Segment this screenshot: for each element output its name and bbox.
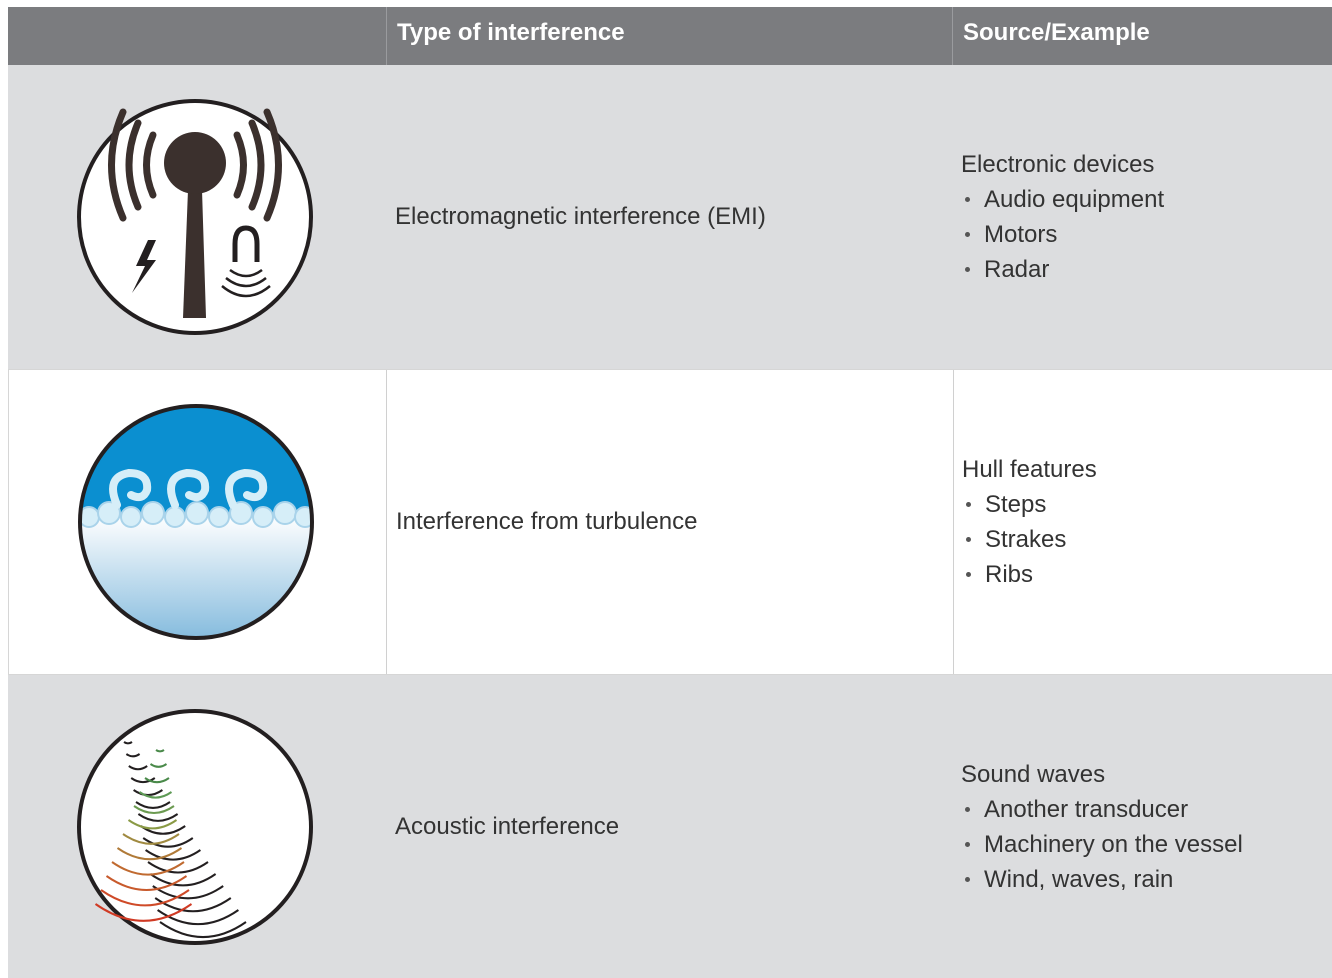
wave-arc — [111, 861, 185, 876]
wave-arc — [94, 903, 193, 922]
example-item: Strakes — [962, 522, 1097, 557]
example-item: Motors — [961, 217, 1164, 252]
example-text: Machinery on the vessel — [984, 830, 1243, 858]
example-text: Ribs — [985, 561, 1034, 588]
table-row: Acoustic interference Sound waves Anothe… — [8, 675, 1332, 978]
wave-arc — [157, 909, 239, 926]
wave-arc — [147, 861, 209, 874]
bullet — [966, 572, 971, 577]
turbulence-icon — [78, 404, 314, 640]
source-label: Sound waves — [961, 760, 1106, 788]
acoustic-icon — [77, 709, 313, 945]
source-label: Electronic devices — [961, 151, 1155, 178]
wave-arc — [100, 889, 190, 907]
type-cell: Acoustic interference — [395, 812, 620, 840]
wave-arc — [127, 819, 178, 830]
bullet — [965, 232, 970, 237]
bullet — [965, 806, 970, 812]
wave-arc — [149, 873, 217, 887]
example-item: Audio equipment — [961, 182, 1164, 217]
wave-arc — [133, 789, 163, 797]
wave-arc — [130, 777, 156, 784]
wave-arc — [133, 805, 175, 814]
wave-arc — [116, 847, 183, 861]
example-text: Motors — [984, 221, 1058, 248]
wave-arc — [125, 753, 141, 758]
example-text: Steps — [985, 491, 1047, 518]
table-row: Electromagnetic interference (EMI) Elect… — [8, 65, 1332, 370]
wave-arc — [145, 849, 201, 861]
table-header: Type of interference Source/Example — [8, 7, 1332, 65]
wave-arc — [142, 837, 194, 848]
emi-icon — [77, 99, 313, 335]
table-row: Interference from turbulence Hull featur… — [8, 370, 1332, 675]
example-text: Another transducer — [984, 795, 1189, 823]
bullet — [966, 537, 971, 542]
wave-arc — [122, 833, 180, 845]
wave-arc — [128, 765, 148, 771]
source-label: Hull features — [962, 456, 1097, 483]
type-cell: Electromagnetic interference (EMI) — [395, 203, 766, 230]
bullet — [965, 267, 970, 272]
source-cell: Hull features Steps Strakes Ribs — [962, 370, 1097, 674]
example-item: Wind, waves, rain — [961, 862, 1243, 897]
wave-arc — [137, 813, 179, 822]
wave-arc — [144, 777, 170, 784]
wave-arc — [135, 801, 171, 809]
example-text: Audio equipment — [984, 186, 1165, 213]
bullet — [965, 197, 970, 202]
wave-arc — [105, 875, 188, 891]
example-text: Strakes — [985, 526, 1067, 553]
example-item: Machinery on the vessel — [961, 827, 1243, 862]
wave-arc — [159, 921, 247, 939]
example-item: Ribs — [962, 557, 1097, 592]
wave-arc — [155, 749, 165, 753]
header-cell: Type of interference — [397, 19, 625, 46]
example-text: Wind, waves, rain — [984, 865, 1174, 893]
wave-arc — [123, 741, 133, 745]
example-item: Steps — [962, 487, 1097, 522]
example-item: Another transducer — [961, 792, 1243, 827]
wave-arc — [138, 791, 173, 799]
header-cell: Source/Example — [963, 19, 1150, 46]
table: Type of interference Source/Example Elec… — [8, 7, 1332, 978]
wave-arc — [152, 885, 224, 900]
bullet — [965, 841, 970, 847]
wave-arc — [149, 763, 168, 768]
example-item: Radar — [961, 252, 1164, 287]
source-cell: Sound waves Another transducer Machinery … — [961, 675, 1243, 978]
type-cell: Interference from turbulence — [396, 508, 698, 535]
bullet — [965, 876, 970, 882]
example-text: Radar — [984, 256, 1050, 283]
source-cell: Electronic devices Audio equipment Motors… — [961, 65, 1164, 369]
bullet — [966, 502, 971, 507]
